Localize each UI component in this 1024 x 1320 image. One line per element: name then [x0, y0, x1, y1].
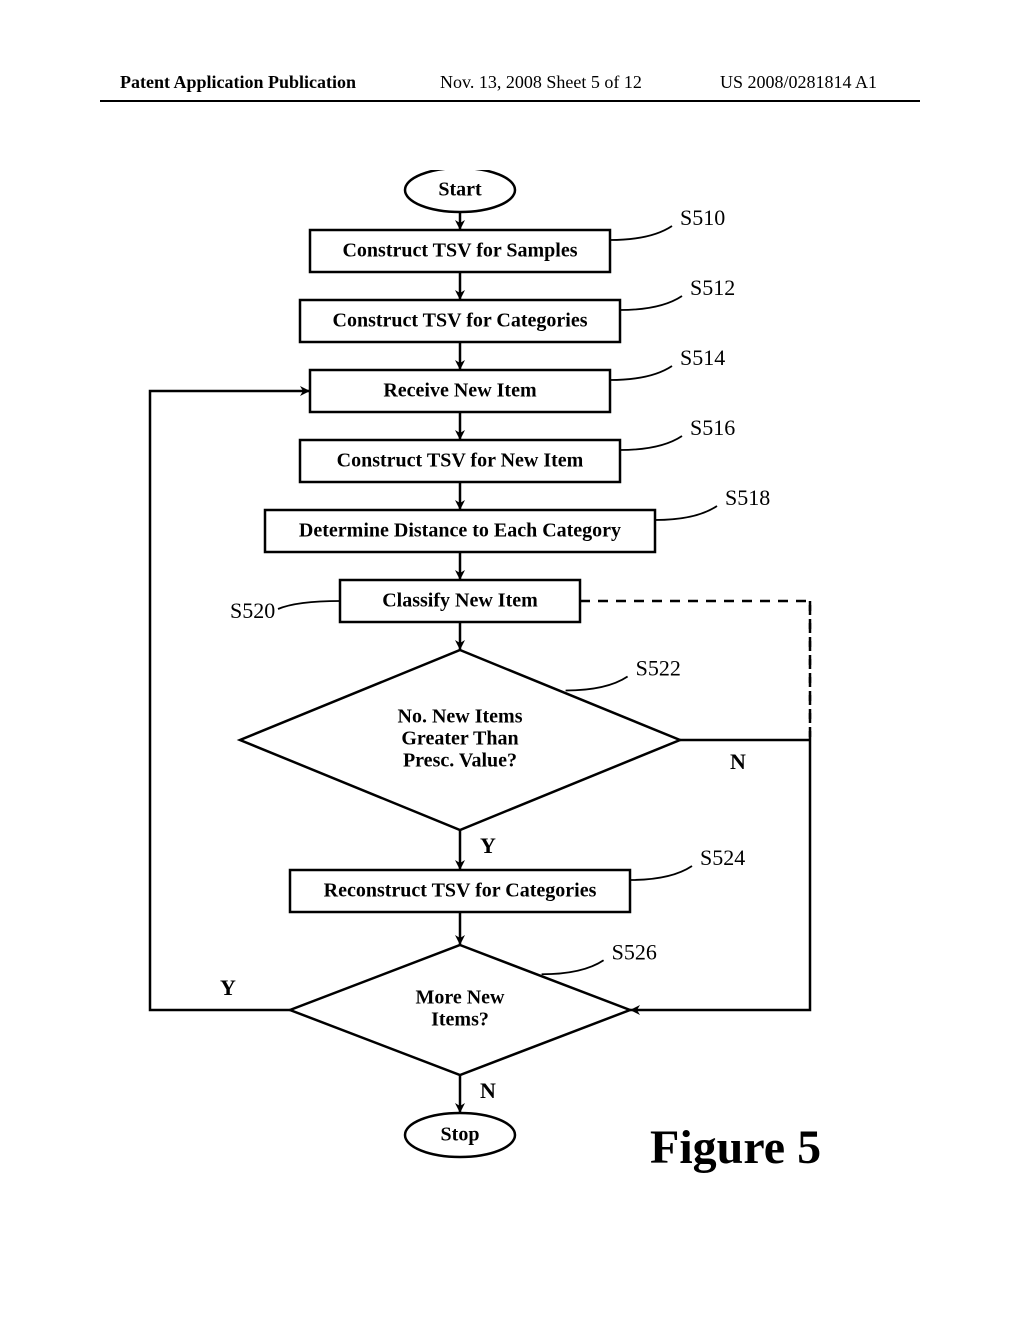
- svg-text:S526: S526: [612, 939, 657, 964]
- svg-text:Presc. Value?: Presc. Value?: [403, 750, 517, 772]
- svg-text:S524: S524: [700, 845, 745, 870]
- svg-text:Construct TSV for Categories: Construct TSV for Categories: [333, 310, 588, 332]
- page: Patent Application Publication Nov. 13, …: [0, 0, 1024, 1320]
- svg-text:Y: Y: [480, 833, 496, 858]
- svg-text:S516: S516: [690, 415, 735, 440]
- svg-text:N: N: [480, 1078, 496, 1103]
- svg-text:Items?: Items?: [431, 1009, 489, 1031]
- svg-text:S518: S518: [725, 485, 770, 510]
- svg-text:More New: More New: [415, 987, 505, 1009]
- svg-text:Construct TSV for New Item: Construct TSV for New Item: [337, 450, 584, 472]
- header-rule: [100, 100, 920, 102]
- svg-text:Classify New Item: Classify New Item: [382, 590, 538, 612]
- svg-text:S522: S522: [636, 656, 681, 681]
- header-right: US 2008/0281814 A1: [720, 72, 877, 93]
- header-left: Patent Application Publication: [120, 72, 356, 93]
- svg-text:No. New Items: No. New Items: [398, 706, 523, 728]
- svg-text:S512: S512: [690, 275, 735, 300]
- figure-title: Figure 5: [650, 1120, 821, 1175]
- svg-text:Determine Distance to Each Cat: Determine Distance to Each Category: [299, 520, 621, 542]
- svg-text:S510: S510: [680, 205, 725, 230]
- header-mid: Nov. 13, 2008 Sheet 5 of 12: [440, 72, 642, 93]
- svg-text:N: N: [730, 749, 746, 774]
- svg-text:Stop: Stop: [441, 1124, 480, 1146]
- svg-text:Greater Than: Greater Than: [401, 728, 518, 750]
- flowchart: Start Construct TSV for Samples Construct …: [90, 170, 930, 1170]
- svg-text:S520: S520: [230, 598, 275, 623]
- svg-text:Construct TSV for Samples: Construct TSV for Samples: [342, 240, 577, 262]
- svg-text:Y: Y: [220, 975, 236, 1000]
- svg-text:Start: Start: [438, 179, 482, 201]
- svg-text:Receive New Item: Receive New Item: [383, 380, 537, 402]
- svg-text:Reconstruct TSV for Categories: Reconstruct TSV for Categories: [324, 880, 597, 902]
- svg-text:S514: S514: [680, 345, 725, 370]
